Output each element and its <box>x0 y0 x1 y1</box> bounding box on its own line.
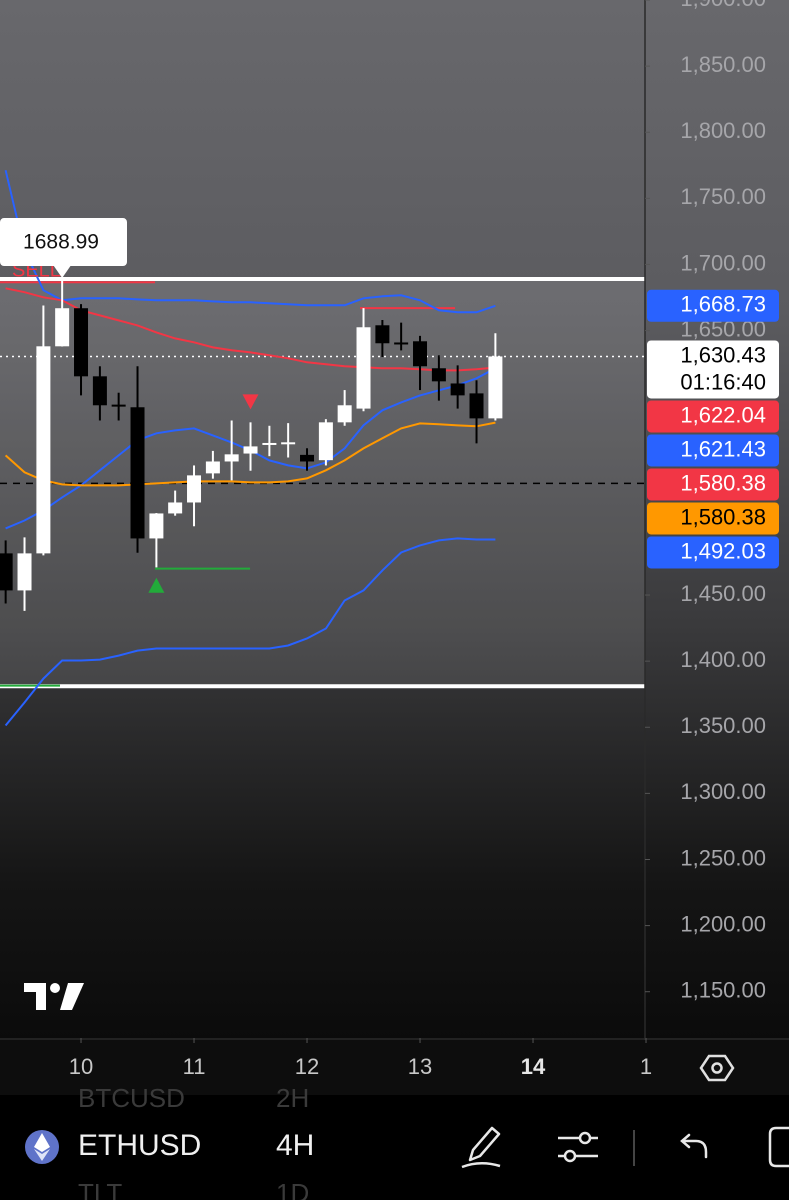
symbol[interactable]: BTCUSD <box>78 1083 185 1113</box>
price-label-box <box>647 468 779 501</box>
symbol[interactable]: TLT <box>78 1178 122 1200</box>
tradingview-logo <box>24 983 84 1010</box>
candle-body <box>450 383 465 396</box>
eth-icon <box>25 1130 59 1164</box>
x-tick-label: 11 <box>183 1054 206 1079</box>
x-tick-label: 1 <box>640 1054 652 1079</box>
candle-body <box>55 308 70 347</box>
y-tick-label: 1,450.00 <box>680 581 766 606</box>
interval[interactable]: 1D <box>276 1178 309 1200</box>
tooltip-box <box>0 218 127 267</box>
candle-body <box>488 356 503 419</box>
signal-marker <box>242 394 259 410</box>
x-tick-label: 14 <box>521 1054 546 1079</box>
candle-body <box>74 308 89 377</box>
axes: 1,900.00 1,850.00 1,800.00 1,750.00 1,700.00… <box>69 0 779 1079</box>
x-tick-label: 12 <box>295 1054 319 1079</box>
indicator-line <box>4 421 496 487</box>
candle-body <box>205 461 220 474</box>
candle-body <box>281 442 296 445</box>
candle-body <box>130 407 145 539</box>
candle-body <box>394 342 409 345</box>
bottom-bar <box>0 1095 789 1200</box>
candle-body <box>0 553 13 591</box>
y-tick-label: 1,700.00 <box>680 250 766 275</box>
undo-button[interactable] <box>680 1133 708 1159</box>
y-tick-label: 1,750.00 <box>680 184 766 209</box>
range-box <box>0 279 645 687</box>
candle-body <box>17 553 32 591</box>
price-label-box <box>647 289 779 322</box>
y-tick-label: 1,400.00 <box>680 647 766 672</box>
candle-body <box>262 442 277 445</box>
tooltip-text: 1688.99 <box>23 231 99 254</box>
y-tick-label: 1,850.00 <box>680 52 766 77</box>
candle-body <box>469 393 484 419</box>
candle-body <box>356 327 371 409</box>
candle-body <box>36 346 51 554</box>
interval[interactable]: 4H <box>276 1129 314 1162</box>
y-tick-label: 1,200.00 <box>680 911 766 936</box>
candle-body <box>375 325 390 344</box>
indicators-button[interactable] <box>558 1131 598 1163</box>
candle-body <box>187 475 202 503</box>
price-label: 1,580.38 <box>680 504 766 529</box>
fullscreen-button[interactable] <box>768 1126 789 1168</box>
candle-body <box>318 422 333 461</box>
candle-body <box>243 446 258 454</box>
settings-button[interactable] <box>699 1054 735 1082</box>
price-label: 1,668.73 <box>680 292 766 317</box>
tooltip-pointer <box>53 265 72 279</box>
candle-body <box>413 341 428 367</box>
price-label-box <box>647 400 779 433</box>
price-label-box <box>647 502 779 535</box>
x-tick-label: 10 <box>69 1054 93 1079</box>
signal-marker <box>148 577 165 593</box>
candle-body <box>300 454 315 462</box>
indicator-line <box>4 537 496 727</box>
y-tick-label: 1,150.00 <box>680 978 766 1003</box>
price-label-box <box>647 340 779 399</box>
symbol[interactable]: ETHUSD <box>78 1129 201 1162</box>
candle-body <box>111 404 126 407</box>
candle-body <box>149 513 164 539</box>
price-label-box <box>647 536 779 569</box>
price-label: 1,492.03 <box>680 538 766 563</box>
interval[interactable]: 2H <box>276 1083 309 1113</box>
y-tick-label: 1,800.00 <box>680 118 766 143</box>
price-label: 1,622.04 <box>680 402 766 427</box>
price-label: 1,580.38 <box>680 470 766 495</box>
y-tick-label: 1,350.00 <box>680 713 766 738</box>
y-tick-label: 1,900.00 <box>680 0 766 11</box>
candle-body <box>168 502 183 514</box>
countdown: 01:16:40 <box>680 369 766 394</box>
price-label-box <box>647 434 779 467</box>
indicator-line <box>4 169 496 314</box>
watchlist: BTCUSD 2H ETHUSD 4H TLT 1D <box>78 1083 314 1200</box>
x-tick-label: 13 <box>408 1054 432 1079</box>
price-label: 1,630.43 <box>680 342 766 367</box>
y-tick-label: 1,300.00 <box>680 779 766 804</box>
y-tick-label: 1,250.00 <box>680 845 766 870</box>
candle-body <box>224 454 239 462</box>
draw-button[interactable] <box>461 1126 501 1169</box>
price-label: 1,621.43 <box>680 436 766 461</box>
candle-body <box>92 376 107 406</box>
candle-body <box>337 405 352 423</box>
time-axis-band <box>0 1040 789 1095</box>
candle-body <box>431 368 446 382</box>
